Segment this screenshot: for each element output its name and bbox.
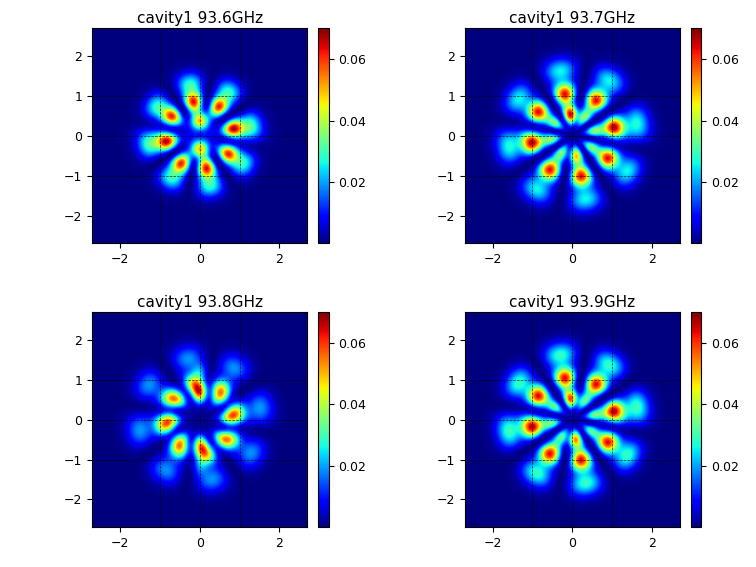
Title: cavity1 93.8GHz: cavity1 93.8GHz: [137, 295, 263, 310]
Title: cavity1 93.6GHz: cavity1 93.6GHz: [137, 11, 263, 26]
Title: cavity1 93.9GHz: cavity1 93.9GHz: [510, 295, 635, 310]
Title: cavity1 93.7GHz: cavity1 93.7GHz: [510, 11, 635, 26]
